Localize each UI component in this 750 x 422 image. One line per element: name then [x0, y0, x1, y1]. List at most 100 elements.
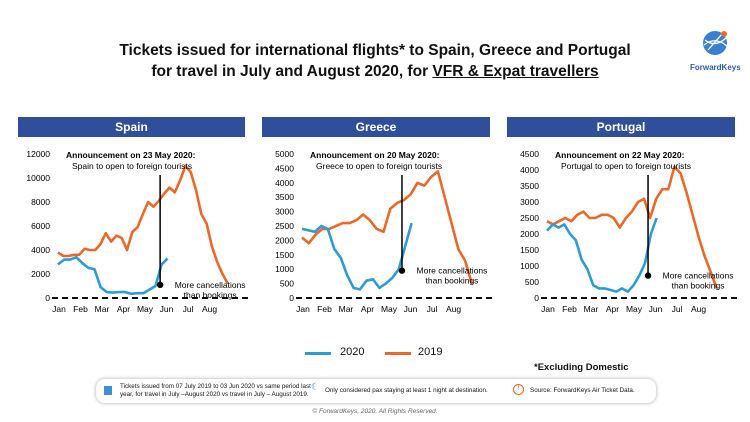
legend-label-2020: 2020	[340, 346, 365, 358]
x-tick-label: Jan	[52, 304, 66, 314]
x-tick-label: Aug	[202, 304, 217, 314]
x-tick-label: Jun	[649, 304, 663, 314]
x-tick-label: Feb	[562, 304, 577, 314]
footnote-box: Tickets issued from 07 July 2019 to 03 J…	[95, 378, 657, 404]
panel-header-greece: Greece	[262, 117, 490, 137]
panel-header-spain: Spain	[18, 117, 245, 137]
annotation-note-2: than bookings	[426, 276, 479, 286]
series-line-2019	[546, 165, 719, 289]
y-tick-label: 2000	[520, 229, 539, 239]
y-tick-label: 500	[525, 277, 539, 287]
footnote-3: Source: ForwardKeys Air Ticket Data.	[530, 387, 635, 394]
chart-spain: 0 2000 4000 6000 8000 10000 12000 Jan Feb Mar Apr M…	[26, 149, 248, 314]
x-tick-label: Jul	[183, 304, 194, 314]
x-tick-label: Jan	[296, 304, 310, 314]
legend-swatch-2019	[385, 352, 411, 355]
copyright: © ForwardKeys, 2020. All Rights Reserved…	[312, 408, 438, 415]
annotation-title: Announcement on 20 May 2020:	[310, 150, 440, 160]
annotation-title: Announcement on 22 May 2020:	[555, 150, 685, 160]
x-tick-label: Apr	[606, 304, 619, 314]
y-tick-label: 4500	[520, 149, 539, 159]
x-tick-label: Jun	[160, 304, 174, 314]
info-alert-icon: !	[513, 384, 524, 395]
y-tick-label: 3000	[520, 197, 539, 207]
announcement-point	[398, 267, 406, 274]
x-tick-label: Mar	[95, 304, 110, 314]
annotation-note-1: More cancellations	[663, 271, 734, 281]
x-tick-label: Feb	[317, 304, 332, 314]
footnote-2: Only considered pax staying at least 1 n…	[325, 387, 488, 394]
annotation-note-2: than bookings	[672, 281, 725, 291]
x-tick-label: Jul	[672, 304, 683, 314]
y-tick-label: 1500	[520, 245, 539, 255]
chart-portugal: 0 500 1000 1500 2000 2500 3000 3500 4000 4500 Jan F…	[520, 149, 737, 314]
annotation-note-1: More cancellations	[175, 280, 246, 290]
x-tick-label: Apr	[361, 304, 374, 314]
y-tick-label: 2500	[520, 213, 539, 223]
moon-icon: ☾	[311, 382, 320, 393]
title-line-2-text: for travel in July and August 2020, for	[151, 63, 433, 80]
x-tick-label: Aug	[691, 304, 706, 314]
y-tick-label: 12000	[26, 149, 50, 159]
title-line-2-underlined: VFR & Expat travellers	[432, 63, 599, 80]
announcement-point	[156, 281, 164, 288]
excluding-domestic-note: *Excluding Domestic	[534, 362, 629, 373]
y-tick-label: 4000	[520, 165, 539, 175]
x-tick-label: Mar	[339, 304, 354, 314]
y-tick-label: 3000	[275, 207, 294, 217]
globe-icon	[703, 31, 728, 55]
series-line-2020	[57, 255, 169, 296]
y-tick-label: 2000	[31, 269, 50, 279]
y-tick-label: 10000	[26, 173, 50, 183]
footnote-1-line-2: year, for travel in July –August 2020 vs…	[120, 391, 309, 398]
x-tick-label: May	[626, 304, 643, 314]
y-tick-label: 1000	[520, 261, 539, 271]
annotation-note-2: than bookings	[184, 290, 237, 300]
y-tick-label: 2500	[275, 221, 294, 231]
logo-text: ForwardKeys	[690, 63, 741, 72]
legend-label-2019: 2019	[418, 346, 443, 358]
x-tick-label: Jan	[541, 304, 555, 314]
y-tick-label: 4000	[275, 178, 294, 188]
announcement-point	[644, 272, 652, 279]
x-tick-label: Jul	[427, 304, 438, 314]
series-line-2020	[301, 222, 413, 291]
x-tick-label: May	[137, 304, 154, 314]
annotation-text: Greece to open to foreign tourists	[316, 161, 442, 171]
title-line-2: for travel in July and August 2020, for …	[80, 61, 670, 82]
y-tick-label: 0	[289, 293, 294, 303]
series-line-2020	[546, 217, 658, 293]
y-tick-label: 1000	[275, 264, 294, 274]
y-tick-label: 4500	[275, 163, 294, 173]
y-tick-label: 0	[45, 293, 50, 303]
y-tick-label: 0	[534, 293, 539, 303]
x-tick-label: Jun	[404, 304, 418, 314]
y-tick-label: 3500	[275, 192, 294, 202]
y-tick-label: 6000	[31, 221, 50, 231]
calendar-icon	[104, 386, 112, 395]
annotation-text: Portugal to open to foreign tourists	[561, 161, 691, 171]
x-tick-label: Mar	[584, 304, 599, 314]
x-tick-label: Apr	[117, 304, 130, 314]
series-line-2019	[301, 170, 474, 284]
panel-header-portugal: Portugal	[507, 117, 735, 137]
annotation-text: Spain to open to foreign tourists	[72, 161, 192, 171]
legend-swatch-2020	[305, 352, 331, 355]
y-tick-label: 8000	[31, 197, 50, 207]
y-tick-label: 4000	[31, 245, 50, 255]
x-tick-label: Feb	[73, 304, 88, 314]
y-tick-label: 1500	[275, 250, 294, 260]
series-line-2019	[57, 164, 229, 285]
chart-greece: 0 500 1000 1500 2000 2500 3000 3500 4000 4500 5000…	[275, 149, 492, 314]
chart-title: Tickets issued for international flights…	[80, 40, 670, 82]
y-tick-label: 5000	[275, 149, 294, 159]
annotation-title: Announcement on 23 May 2020:	[66, 150, 196, 160]
footnote-1-line-1: Tickets issued from 07 July 2019 to 03 J…	[120, 383, 311, 390]
annotation-note-1: More cancellations	[417, 266, 488, 276]
x-tick-label: Aug	[446, 304, 461, 314]
y-tick-label: 3500	[520, 181, 539, 191]
title-line-1: Tickets issued for international flights…	[119, 42, 631, 59]
x-tick-label: May	[381, 304, 398, 314]
forwardkeys-logo: ForwardKeys	[690, 28, 741, 72]
y-tick-label: 500	[280, 279, 294, 289]
